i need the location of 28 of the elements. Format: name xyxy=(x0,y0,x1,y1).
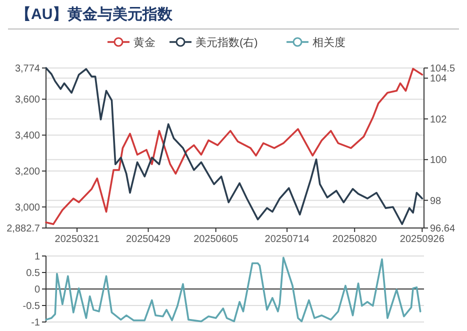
x-tick-label: 20250714 xyxy=(264,234,310,245)
chart-title: 【AU】黄金与美元指数 xyxy=(16,5,174,23)
legend-label: 相关度 xyxy=(312,36,346,49)
y-tick-label: 2,882.7 xyxy=(6,224,40,234)
y2-tick-label: 102 xyxy=(430,114,448,126)
y2-tick-label: 100 xyxy=(430,155,448,166)
x-tick-label: 20250321 xyxy=(54,234,100,245)
y-tick-label: 3,000 xyxy=(14,202,40,214)
y-tick-label: 1 xyxy=(34,252,40,262)
y-tick-label: 3,774 xyxy=(14,64,40,74)
y-tick-label: 0.5 xyxy=(26,268,40,279)
y2-tick-label: 96.64 xyxy=(430,224,456,234)
y-tick-label: 3,600 xyxy=(14,94,40,106)
x-tick-label: 20250820 xyxy=(332,234,378,245)
x-tick-label: 20250605 xyxy=(194,234,239,245)
legend-label: 美元指数(右) xyxy=(196,36,258,49)
legend-label: 黄金 xyxy=(134,36,156,49)
line-series xyxy=(45,256,422,322)
y-tick-label: 3,400 xyxy=(14,130,40,142)
y2-tick-label: 104 xyxy=(430,74,448,85)
y2-tick-label: 98 xyxy=(430,196,442,207)
y-tick-label: 3,200 xyxy=(14,166,40,178)
y-tick-label: 0 xyxy=(34,284,40,296)
y-tick-label: -1 xyxy=(31,318,40,328)
x-tick-label: 20250429 xyxy=(126,234,171,245)
x-tick-label: 20250926 xyxy=(400,234,445,245)
y-tick-label: -0.5 xyxy=(22,301,40,312)
y2-tick-label: 104.5 xyxy=(430,64,456,74)
